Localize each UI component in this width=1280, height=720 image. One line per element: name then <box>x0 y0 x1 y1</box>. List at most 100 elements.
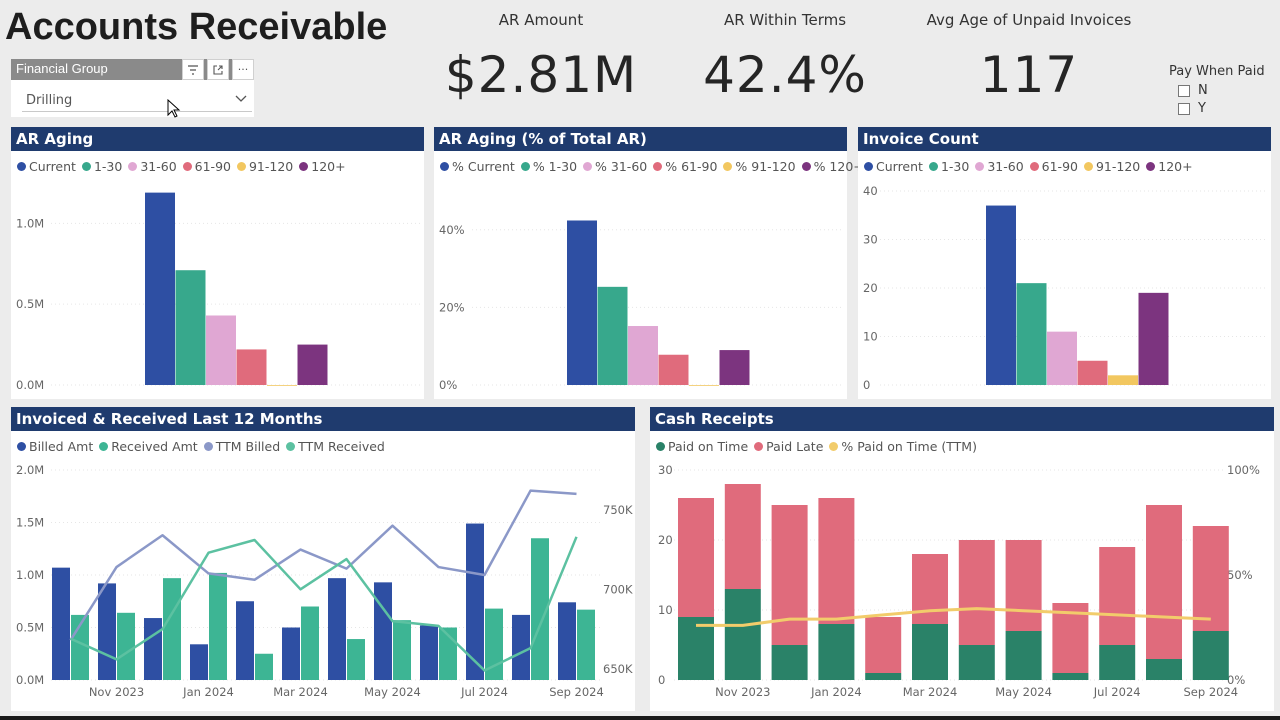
invoiced-received-chart: 0.0M 0.5M 1.0M 1.5M 2.0M 650K 700K 750K Nov 2023… <box>16 463 633 699</box>
bar-billed-amt <box>52 567 70 680</box>
legend-item[interactable]: Billed Amt <box>17 439 93 454</box>
pay-when-paid-option-n[interactable]: N <box>1178 83 1265 98</box>
bar-paid-late <box>912 554 948 624</box>
legend-item[interactable]: Paid Late <box>754 439 823 454</box>
legend-item[interactable]: TTM Received <box>286 439 385 454</box>
invoiced-received-panel[interactable]: Invoiced & Received Last 12 Months Bille… <box>11 407 635 711</box>
ar-aging-pct-panel[interactable]: AR Aging (% of Total AR) % Current % 1-30… <box>434 127 864 399</box>
legend-item[interactable]: Received Amt <box>99 439 198 454</box>
legend-label: 61-90 <box>194 159 231 174</box>
legend-label: Received Amt <box>111 439 198 454</box>
legend-item[interactable]: % 61-90 <box>653 159 717 174</box>
bar-billed-amt <box>98 583 116 680</box>
pay-when-paid-option-y[interactable]: Y <box>1178 101 1265 116</box>
financial-group-slicer[interactable]: Financial Group ··· Drilling <box>11 59 254 117</box>
focus-mode-icon[interactable] <box>207 59 229 80</box>
invoice-count-panel[interactable]: Invoice Count Current 1-30 31-60 61-90 91-12… <box>858 127 1271 399</box>
legend-label: % 31-60 <box>595 159 648 174</box>
y-tick-label: 30 <box>658 463 673 477</box>
legend-marker <box>182 162 192 171</box>
legend-item[interactable]: % 120+ <box>801 159 864 174</box>
bar-paid-on-time <box>1192 631 1229 680</box>
x-tick-label: May 2024 <box>364 685 421 699</box>
bar--61-90 <box>658 354 689 385</box>
bar-paid-on-time <box>678 617 714 680</box>
bar-billed-amt <box>328 578 346 680</box>
x-tick-label: Nov 2023 <box>89 685 144 699</box>
y-tick-label: 0 <box>863 378 870 392</box>
legend-item[interactable]: 61-90 <box>1029 159 1078 174</box>
bar-paid-on-time <box>724 589 761 680</box>
legend-item[interactable]: 61-90 <box>182 159 231 174</box>
kpi-value: $2.81M <box>444 46 638 104</box>
bar-paid-on-time <box>865 673 902 680</box>
legend-item[interactable]: % 91-120 <box>723 159 796 174</box>
legend-label: 61-90 <box>1041 159 1078 174</box>
kpi-label: AR Within Terms <box>723 11 847 29</box>
legend-item[interactable]: 91-120 <box>236 159 293 174</box>
y-tick-label: 0.5M <box>16 621 44 635</box>
kpi-label: AR Amount <box>498 11 584 29</box>
filter-icon[interactable] <box>182 59 204 80</box>
bar-paid-late <box>818 498 855 624</box>
x-tick-label: Jul 2024 <box>1093 685 1141 699</box>
bar-paid-on-time <box>1099 645 1136 680</box>
bar-paid-late <box>1192 526 1229 631</box>
legend-item[interactable]: 1-30 <box>81 159 122 174</box>
bar-paid-late <box>678 498 714 617</box>
cash-receipts-panel[interactable]: Cash Receipts Paid on Time Paid Late % Pai… <box>650 407 1274 711</box>
legend-marker <box>864 162 873 171</box>
chart-legend: Paid on Time Paid Late % Paid on Time (TTM… <box>656 439 983 454</box>
bar-billed-amt <box>558 602 576 680</box>
legend-item[interactable]: 31-60 <box>975 159 1024 174</box>
bar-received-amt <box>117 612 135 680</box>
ar-aging-panel[interactable]: AR Aging Current 1-30 31-60 61-90 91-120 120+… <box>11 127 424 399</box>
y-tick-label: 40 <box>863 184 878 198</box>
legend-marker <box>520 162 530 171</box>
bar-paid-late <box>1005 540 1042 631</box>
y-tick-label: 2.0M <box>16 463 44 477</box>
legend-item[interactable]: 91-120 <box>1083 159 1140 174</box>
y-tick-label: 30 <box>863 233 878 247</box>
legend-item[interactable]: 120+ <box>1146 159 1193 174</box>
checkbox[interactable] <box>1178 102 1190 115</box>
legend-item[interactable]: % Paid on Time (TTM) <box>829 439 977 454</box>
bar-billed-amt <box>512 614 530 680</box>
panel-title: Cash Receipts <box>650 407 1274 431</box>
ar-aging-chart: 0.0M 0.5M 1.0M <box>16 192 421 392</box>
y-tick-label: 20 <box>863 281 878 295</box>
legend-marker <box>81 162 91 171</box>
checkbox[interactable] <box>1178 84 1190 97</box>
legend-item[interactable]: TTM Billed <box>203 439 280 454</box>
legend-marker <box>653 162 663 171</box>
legend-item[interactable]: 31-60 <box>128 159 177 174</box>
legend-item[interactable]: % 1-30 <box>520 159 577 174</box>
legend-label: Current <box>29 159 76 174</box>
legend-item[interactable]: Current <box>864 159 923 174</box>
slicer-dropdown[interactable]: Drilling <box>22 90 252 112</box>
bar-current <box>145 192 175 385</box>
legend-item[interactable]: % 31-60 <box>583 159 647 174</box>
legend-label: % 120+ <box>813 159 864 174</box>
option-label: N <box>1198 83 1208 98</box>
legend-item[interactable]: 120+ <box>299 159 346 174</box>
legend-item[interactable]: Paid on Time <box>656 439 748 454</box>
bar-paid-late <box>724 484 761 589</box>
y-tick-label: 0% <box>439 378 457 392</box>
legend-marker <box>583 162 593 171</box>
legend-item[interactable]: Current <box>17 159 76 174</box>
y-tick-label: 10 <box>658 603 673 617</box>
pay-when-paid-slicer: Pay When Paid N Y <box>1169 64 1265 116</box>
legend-item[interactable]: % Current <box>440 159 515 174</box>
legend-label: Billed Amt <box>29 439 94 454</box>
more-options-icon[interactable]: ··· <box>232 59 254 80</box>
legend-label: Paid on Time <box>668 439 749 454</box>
bar-120- <box>297 344 328 385</box>
legend-item[interactable]: 1-30 <box>928 159 969 174</box>
slicer-selected-value: Drilling <box>26 93 73 108</box>
bar-billed-amt <box>282 627 300 680</box>
cash-receipts-chart: 0 10 20 30 0% 50% 100% Nov 2023 Jan 2024 Mar 2024… <box>658 463 1260 699</box>
legend-label: Current <box>876 159 923 174</box>
invoice-count-chart: 0 10 20 30 40 <box>863 184 1268 392</box>
